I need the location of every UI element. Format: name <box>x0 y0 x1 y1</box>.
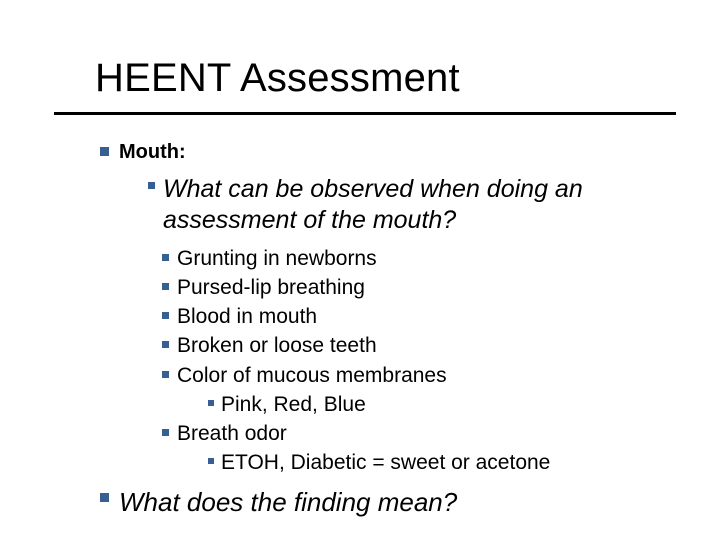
list-item: What does the finding mean? <box>100 486 690 519</box>
square-bullet-icon <box>208 400 214 406</box>
square-bullet-icon <box>208 458 214 464</box>
list-item: ETOH, Diabetic = sweet or acetone <box>208 450 690 476</box>
slide-title: HEENT Assessment <box>95 56 460 100</box>
square-bullet-icon <box>162 283 169 290</box>
square-bullet-icon <box>162 429 169 436</box>
subitem-text: Pink, Red, Blue <box>221 392 690 418</box>
list-item: Mouth: <box>100 140 690 165</box>
square-bullet-icon <box>162 341 169 348</box>
list-item: Blood in mouth <box>162 304 690 330</box>
content-area: Mouth: What can be observed when doing a… <box>100 140 690 521</box>
list-item: Grunting in newborns <box>162 246 690 272</box>
title-underline <box>86 112 676 115</box>
item-text: Blood in mouth <box>177 304 690 330</box>
item-text: Grunting in newborns <box>177 246 690 272</box>
list-item: Pursed-lip breathing <box>162 275 690 301</box>
list-item: Breath odor <box>162 421 690 447</box>
title-wrap: HEENT Assessment <box>95 56 695 101</box>
item-text: Pursed-lip breathing <box>177 275 690 301</box>
square-bullet-icon <box>162 254 169 261</box>
slide: HEENT Assessment Mouth: What can be obse… <box>0 0 720 540</box>
square-bullet-icon <box>100 493 109 502</box>
level1-heading: Mouth: <box>119 140 690 165</box>
question-text: What can be observed when doing an asses… <box>163 174 690 237</box>
item-text: Breath odor <box>177 421 690 447</box>
item-text: Broken or loose teeth <box>177 333 690 359</box>
closing-question: What does the finding mean? <box>119 486 690 519</box>
square-bullet-icon <box>148 182 155 189</box>
square-bullet-icon <box>162 371 169 378</box>
list-item: What can be observed when doing an asses… <box>148 174 690 237</box>
subitem-text: ETOH, Diabetic = sweet or acetone <box>221 450 690 476</box>
square-bullet-icon <box>100 147 109 156</box>
item-text: Color of mucous membranes <box>177 363 690 389</box>
square-bullet-icon <box>162 312 169 319</box>
list-item: Color of mucous membranes <box>162 363 690 389</box>
list-item: Pink, Red, Blue <box>208 392 690 418</box>
list-item: Broken or loose teeth <box>162 333 690 359</box>
